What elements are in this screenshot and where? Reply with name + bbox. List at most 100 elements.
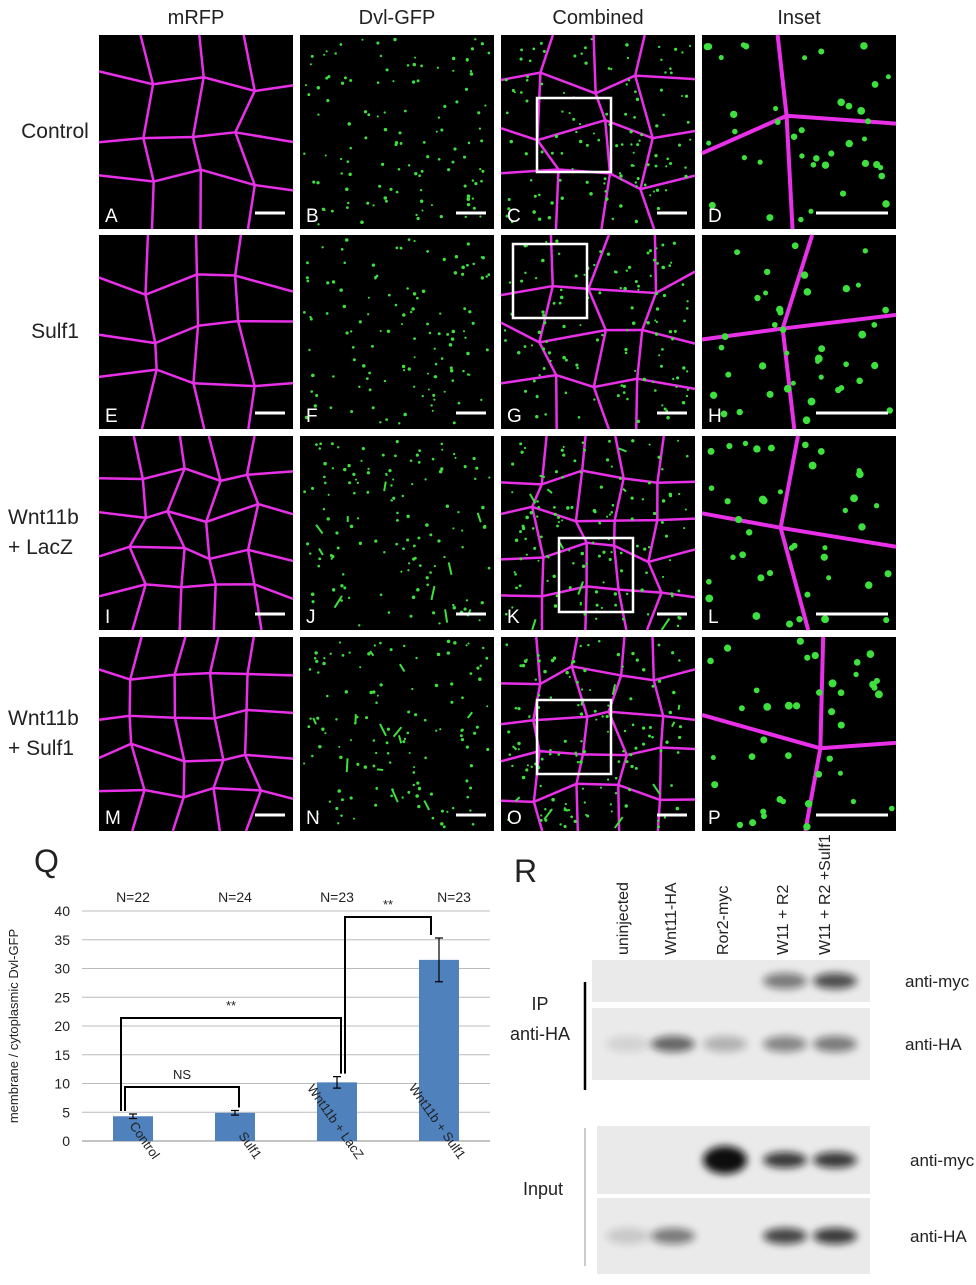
dvl-punctum xyxy=(871,322,877,328)
dvl-punctum xyxy=(618,760,621,763)
dvl-punctum xyxy=(311,593,314,596)
dvl-punctum xyxy=(635,767,638,770)
dvl-punctum xyxy=(536,500,539,503)
dvl-punctum xyxy=(612,218,614,220)
dvl-punctum xyxy=(439,470,443,474)
strip-label: anti-HA xyxy=(905,1035,962,1054)
dvl-punctum xyxy=(479,128,481,130)
dvl-punctum xyxy=(403,645,405,647)
dvl-punctum xyxy=(374,644,376,646)
dvl-punctum xyxy=(537,654,540,657)
dvl-punctum xyxy=(561,449,564,452)
dvl-punctum xyxy=(777,309,783,315)
dvl-punctum xyxy=(414,356,416,358)
dvl-punctum xyxy=(455,100,458,103)
dvl-punctum xyxy=(821,615,829,623)
dvl-punctum xyxy=(438,116,440,118)
dvl-punctum xyxy=(682,401,685,404)
dvl-punctum xyxy=(535,415,538,418)
dvl-punctum xyxy=(565,803,567,805)
dvl-punctum xyxy=(543,50,546,53)
dvl-punctum xyxy=(668,264,671,267)
dvl-punctum xyxy=(469,672,472,675)
dvl-punctum xyxy=(424,757,427,760)
dvl-punctum xyxy=(791,381,796,386)
dvl-punctum xyxy=(411,483,413,485)
dvl-punctum xyxy=(617,394,620,397)
dvl-punctum xyxy=(664,407,667,410)
panel-background xyxy=(99,637,293,831)
dvl-punctum xyxy=(829,679,837,687)
dvl-punctum xyxy=(347,202,349,204)
dvl-punctum xyxy=(426,323,429,326)
panel-letter: A xyxy=(105,206,118,227)
dvl-punctum xyxy=(389,188,392,191)
dvl-punctum xyxy=(541,758,544,761)
dvl-punctum xyxy=(520,58,523,61)
dvl-punctum xyxy=(335,531,338,534)
dvl-punctum xyxy=(808,209,813,214)
dvl-punctum xyxy=(532,47,535,50)
dvl-punctum xyxy=(665,165,667,167)
dvl-punctum xyxy=(596,604,599,607)
dvl-punctum xyxy=(819,375,824,380)
dvl-punctum xyxy=(580,552,584,556)
dvl-punctum xyxy=(706,141,711,146)
dvl-punctum xyxy=(439,312,441,314)
dvl-punctum xyxy=(312,600,315,603)
panel-letter: G xyxy=(507,406,522,427)
dvl-punctum xyxy=(384,380,386,382)
panel-background xyxy=(300,235,494,429)
dvl-punctum xyxy=(530,511,533,514)
dvl-punctum xyxy=(651,736,654,739)
dvl-punctum xyxy=(537,560,539,562)
dvl-punctum xyxy=(465,88,468,91)
dvl-punctum xyxy=(631,439,634,442)
dvl-punctum xyxy=(512,89,515,92)
dvl-punctum xyxy=(786,620,793,627)
dvl-punctum xyxy=(524,538,527,541)
dvl-punctum xyxy=(340,172,342,174)
dvl-punctum xyxy=(418,461,421,464)
dvl-punctum xyxy=(332,467,334,469)
dvl-punctum xyxy=(637,289,639,291)
dvl-punctum xyxy=(402,313,406,317)
dvl-punctum xyxy=(595,590,598,593)
dvl-punctum xyxy=(533,380,536,383)
dvl-punctum xyxy=(311,55,314,58)
row-label: Wnt11b xyxy=(8,506,79,529)
dvl-punctum xyxy=(342,654,345,657)
dvl-punctum xyxy=(610,803,612,805)
dvl-punctum xyxy=(522,776,526,780)
dvl-punctum xyxy=(309,668,312,671)
dvl-punctum xyxy=(540,42,543,45)
dvl-punctum xyxy=(469,809,471,811)
dvl-punctum xyxy=(532,210,536,214)
dvl-punctum xyxy=(326,281,329,284)
dvl-punctum xyxy=(669,162,672,165)
dvl-punctum xyxy=(635,181,637,183)
sample-size: N=24 xyxy=(218,889,252,905)
panel-background xyxy=(99,436,293,630)
dvl-punctum xyxy=(625,804,628,807)
dvl-punctum xyxy=(626,593,628,595)
dvl-punctum xyxy=(655,292,658,295)
dvl-punctum xyxy=(634,747,637,750)
dvl-punctum xyxy=(628,788,631,791)
dvl-punctum xyxy=(531,344,533,346)
dvl-punctum xyxy=(661,521,664,524)
dvl-punctum xyxy=(463,307,466,310)
dvl-punctum xyxy=(511,765,513,767)
dvl-punctum xyxy=(524,447,526,449)
dvl-punctum xyxy=(402,495,404,497)
micrograph: G xyxy=(501,235,695,429)
dvl-punctum xyxy=(384,111,386,113)
dvl-punctum xyxy=(665,741,668,744)
blot-band xyxy=(763,973,807,989)
dvl-punctum xyxy=(398,131,401,134)
dvl-punctum xyxy=(355,479,357,481)
dvl-punctum xyxy=(749,819,756,826)
dvl-punctum xyxy=(611,810,613,812)
dvl-punctum xyxy=(548,216,551,219)
dvl-punctum xyxy=(645,571,648,574)
